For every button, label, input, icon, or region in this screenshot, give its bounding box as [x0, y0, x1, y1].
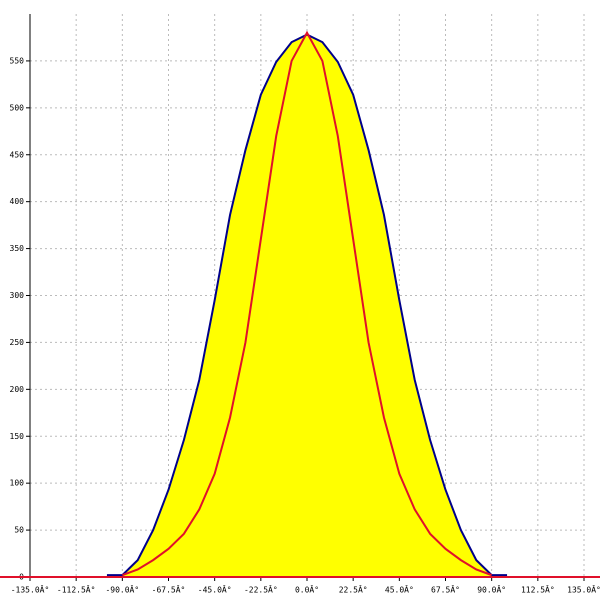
x-tick-label: -67.5Â°: [152, 584, 186, 595]
y-tick-label: 550: [10, 56, 25, 65]
x-tick-label: 67.5Â°: [431, 584, 460, 595]
y-tick-label: 400: [10, 197, 25, 206]
line: [121, 30, 493, 577]
y-tick-label: 350: [10, 244, 25, 253]
y-tick-label: 200: [10, 385, 25, 394]
x-tick-label: 45.0Â°: [385, 584, 414, 595]
x-tick-label: -22.5Â°: [244, 584, 278, 595]
y-tick-label: 150: [10, 432, 25, 441]
x-tick-label: 112.5Â°: [521, 584, 555, 595]
y-tick-label: 250: [10, 338, 25, 347]
x-tick-label: -135.0Â°: [11, 584, 50, 595]
y-tick-label: 50: [14, 526, 24, 535]
x-tick-label: 135.0Â°: [567, 584, 600, 595]
x-tick-label: 90.0Â°: [477, 584, 506, 595]
x-tick-label: -112.5Â°: [57, 584, 96, 595]
y-tick-label: 100: [10, 479, 25, 488]
y-tick-label: 300: [10, 291, 25, 300]
y-tick-label: 450: [10, 150, 25, 159]
x-tick-label: -90.0Â°: [105, 584, 139, 595]
x-tick-label: -45.0Â°: [198, 584, 232, 595]
y-tick-label: 500: [10, 103, 25, 112]
x-tick-label: 0.0Â°: [295, 584, 319, 595]
area: [106, 34, 508, 578]
x-tick-label: 22.5Â°: [339, 584, 368, 595]
